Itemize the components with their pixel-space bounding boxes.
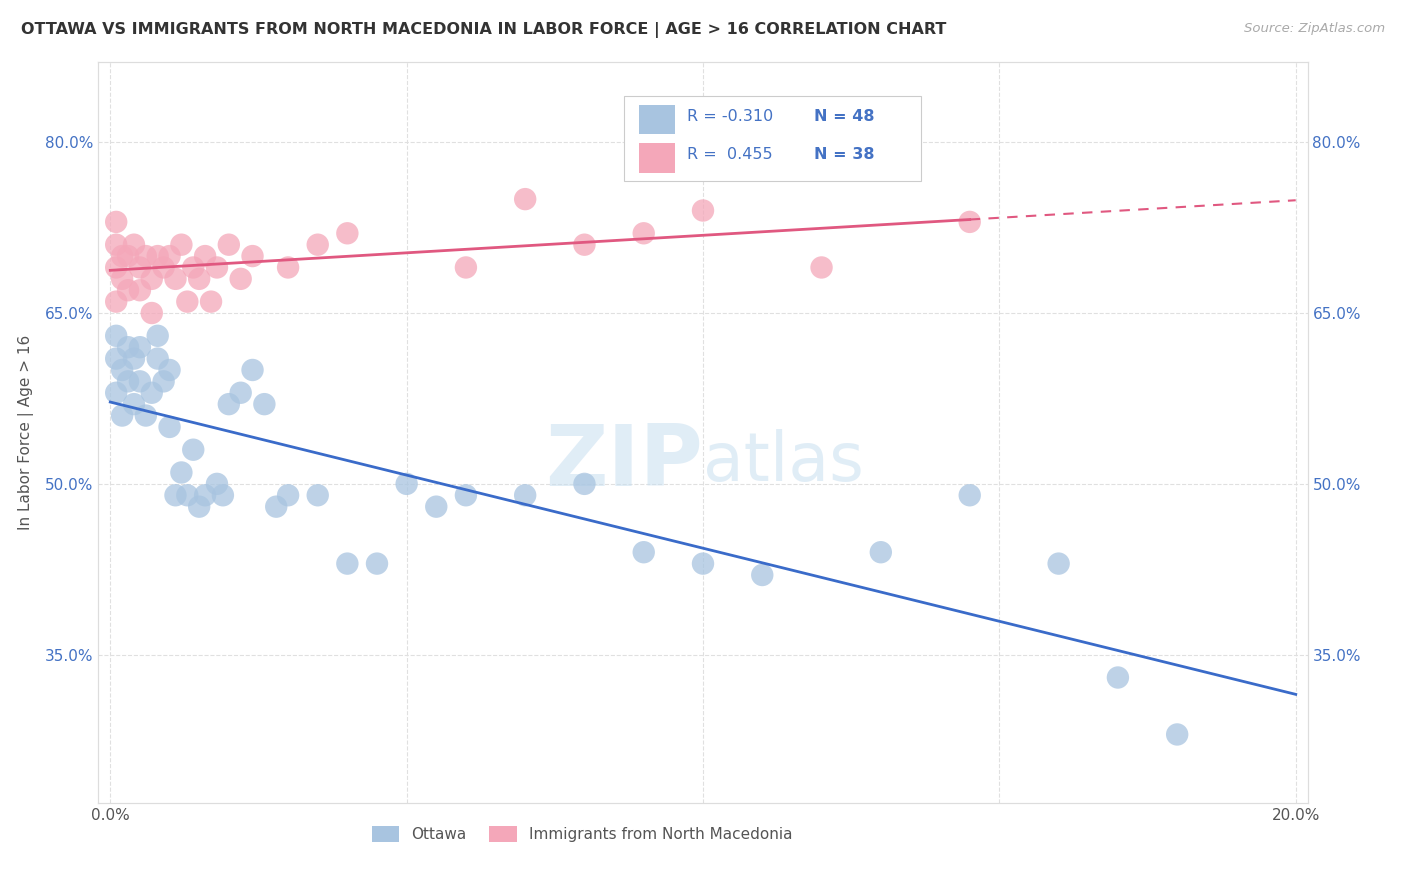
Point [141,306,163,320]
Point [105,328,128,343]
Text: R =  0.455: R = 0.455 [688,147,773,162]
Point [146,351,169,366]
Point [146,328,169,343]
Point [129,375,152,389]
Point [122,237,145,252]
Point [105,237,128,252]
FancyBboxPatch shape [638,104,675,135]
Point [633,545,655,559]
Point [111,409,134,423]
Point [135,249,157,263]
Point [277,260,299,275]
Point [212,488,235,502]
Point [181,442,204,457]
Point [135,409,157,423]
Point [188,500,211,514]
Point [117,249,139,263]
Legend: Ottawa, Immigrants from North Macedonia: Ottawa, Immigrants from North Macedonia [366,821,799,848]
Point [129,260,152,275]
Point [307,488,329,502]
Point [574,476,596,491]
Text: N = 38: N = 38 [814,147,875,162]
Point [194,488,217,502]
Point [264,500,287,514]
Point [165,272,187,286]
Point [751,568,773,582]
Point [117,283,139,297]
Point [170,466,193,480]
Point [692,203,714,218]
Point [152,375,174,389]
Point [229,272,252,286]
Point [146,249,169,263]
Point [425,500,447,514]
Point [454,488,477,502]
Point [176,488,198,502]
Point [188,272,211,286]
Point [200,294,222,309]
Point [242,363,264,377]
Point [229,385,252,400]
Point [574,237,596,252]
Point [111,272,134,286]
Point [218,397,240,411]
Text: atlas: atlas [703,429,863,495]
Point [105,215,128,229]
Text: N = 48: N = 48 [814,109,875,124]
Point [111,249,134,263]
FancyBboxPatch shape [638,143,675,173]
Text: OTTAWA VS IMMIGRANTS FROM NORTH MACEDONIA IN LABOR FORCE | AGE > 16 CORRELATION : OTTAWA VS IMMIGRANTS FROM NORTH MACEDONI… [21,22,946,38]
Point [159,363,181,377]
Point [218,237,240,252]
Point [253,397,276,411]
Point [170,237,193,252]
Y-axis label: In Labor Force | Age > 16: In Labor Force | Age > 16 [18,335,34,530]
Text: ZIP: ZIP [546,421,703,504]
Point [454,260,477,275]
Point [515,488,537,502]
Point [117,340,139,354]
Point [242,249,264,263]
Point [181,260,204,275]
Text: R = -0.310: R = -0.310 [688,109,773,124]
Point [959,215,981,229]
Point [1107,671,1129,685]
Point [336,227,359,241]
Point [869,545,891,559]
Point [105,260,128,275]
Point [515,192,537,206]
Point [152,260,174,275]
Point [159,420,181,434]
Point [959,488,981,502]
Text: Source: ZipAtlas.com: Source: ZipAtlas.com [1244,22,1385,36]
Point [176,294,198,309]
Point [105,294,128,309]
Point [105,385,128,400]
Point [336,557,359,571]
Point [1166,727,1188,741]
Point [159,249,181,263]
Point [277,488,299,502]
Point [141,272,163,286]
Point [122,351,145,366]
Point [117,375,139,389]
Point [111,363,134,377]
FancyBboxPatch shape [624,95,921,181]
Point [633,227,655,241]
Point [194,249,217,263]
Point [105,351,128,366]
Point [205,476,228,491]
Point [122,397,145,411]
Point [395,476,418,491]
Point [141,385,163,400]
Point [129,283,152,297]
Point [366,557,388,571]
Point [129,340,152,354]
Point [810,260,832,275]
Point [205,260,228,275]
Point [165,488,187,502]
Point [692,557,714,571]
Point [1047,557,1070,571]
Point [307,237,329,252]
